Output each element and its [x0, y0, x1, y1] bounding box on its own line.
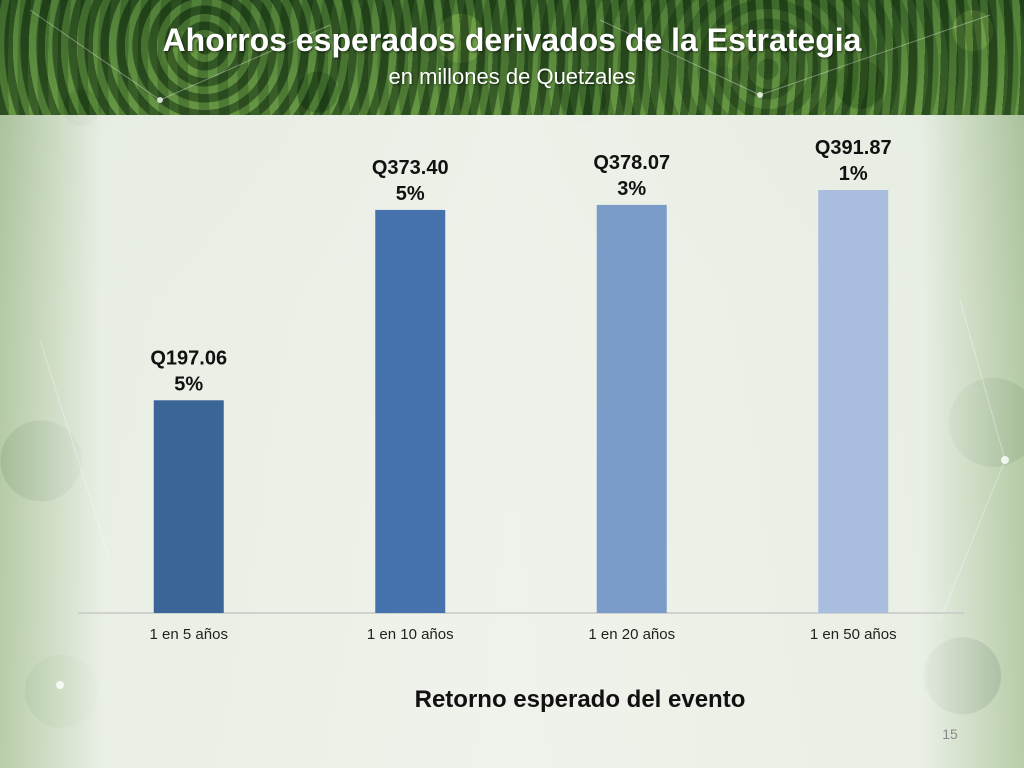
- slide-subtitle: en millones de Quetzales: [388, 64, 636, 89]
- bar-3: [596, 204, 667, 613]
- x-tick-label: 1 en 10 años: [367, 626, 454, 643]
- x-tick-label: 1 en 20 años: [588, 626, 675, 643]
- slide-title: Ahorros esperados derivados de la Estrat…: [162, 22, 862, 58]
- x-tick-label: 1 en 5 años: [150, 626, 228, 643]
- bar-value-label: Q197.06: [150, 347, 227, 369]
- bar-value-label: Q373.40: [372, 157, 449, 179]
- bar-1: [153, 400, 224, 613]
- bar-percent-label: 1%: [839, 163, 868, 185]
- bar-percent-label: 5%: [174, 373, 203, 395]
- x-axis-title: Retorno esperado del evento: [414, 686, 746, 713]
- bar-value-label: Q391.87: [815, 137, 892, 159]
- bar-4: [818, 190, 889, 613]
- page-number: 15: [942, 726, 958, 742]
- bar-percent-label: 3%: [617, 178, 646, 200]
- x-tick-label: 1 en 50 años: [810, 626, 897, 643]
- bar-percent-label: 5%: [396, 183, 425, 205]
- bar-2: [375, 209, 446, 613]
- bar-value-label: Q378.07: [593, 152, 670, 174]
- tree-canopy-band: [0, 0, 1024, 115]
